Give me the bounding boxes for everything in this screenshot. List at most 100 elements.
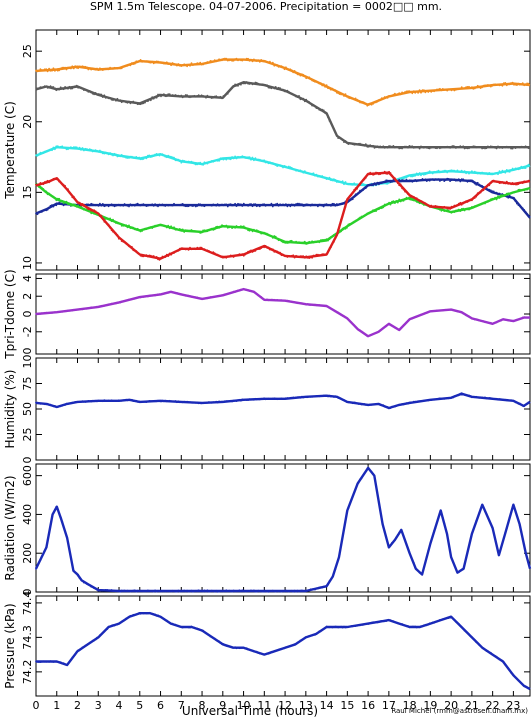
data-point [129, 245, 132, 248]
data-point [424, 178, 427, 181]
data-point [61, 145, 64, 148]
data-point [404, 177, 406, 179]
data-point [133, 589, 136, 592]
data-point [152, 613, 155, 615]
data-point [68, 147, 71, 150]
data-point [415, 180, 418, 183]
data-point [208, 161, 210, 163]
data-point [142, 401, 145, 403]
data-point [362, 182, 364, 185]
data-point [463, 147, 466, 150]
data-point [504, 182, 507, 185]
data-point [511, 81, 514, 84]
data-point [379, 173, 382, 176]
data-point [56, 311, 59, 313]
data-point [488, 146, 491, 149]
data-point [344, 181, 347, 183]
data-point [75, 572, 78, 575]
data-point [109, 227, 111, 229]
data-point [328, 626, 331, 629]
data-point [513, 191, 515, 194]
data-point [465, 86, 467, 88]
data-point [38, 153, 40, 156]
data-point [263, 60, 265, 63]
data-point [527, 687, 530, 690]
data-point [325, 253, 328, 256]
data-point [190, 401, 193, 404]
data-point [447, 170, 450, 172]
data-point [489, 145, 492, 148]
data-point [142, 255, 145, 258]
data-point [417, 199, 419, 201]
data-point [229, 59, 232, 61]
data-point [398, 184, 401, 187]
data-point [138, 229, 141, 231]
data-point [308, 204, 311, 207]
data-point [167, 255, 170, 257]
data-point [482, 147, 485, 150]
data-point [99, 634, 101, 637]
data-point [350, 401, 353, 404]
data-point [238, 647, 241, 650]
data-point [180, 228, 183, 231]
data-point [138, 400, 141, 403]
data-point [126, 64, 129, 67]
data-point [484, 172, 486, 175]
data-point [219, 59, 222, 62]
data-point [302, 241, 305, 244]
data-point [176, 228, 178, 231]
data-point [404, 624, 406, 627]
data-point [186, 400, 189, 403]
data-point [465, 314, 467, 317]
data-point [311, 172, 313, 175]
data-point [213, 204, 216, 206]
data-point [309, 204, 312, 207]
data-point [367, 467, 370, 470]
data-point [158, 615, 161, 618]
data-point [466, 394, 469, 397]
data-point [424, 91, 427, 94]
data-point [87, 209, 90, 212]
data-point [43, 208, 46, 211]
data-point [508, 182, 511, 185]
data-point [498, 552, 501, 555]
data-point [505, 169, 508, 171]
data-point [306, 172, 309, 174]
data-point [439, 206, 441, 209]
data-point [404, 323, 406, 326]
data-point [436, 147, 438, 150]
data-point [330, 578, 332, 581]
data-point [168, 155, 171, 158]
data-point [298, 302, 300, 304]
data-point [354, 326, 357, 329]
data-point [337, 626, 340, 629]
data-point [482, 397, 485, 399]
series-2 [35, 145, 531, 188]
x-tick-label: 8 [199, 699, 206, 712]
data-point [439, 171, 441, 174]
data-point [193, 162, 196, 165]
data-point [293, 589, 296, 592]
data-point [206, 204, 209, 207]
data-point [224, 158, 226, 160]
data-point [309, 241, 312, 244]
data-point [170, 64, 173, 67]
data-point [131, 62, 133, 64]
data-point [425, 146, 428, 149]
data-point [441, 397, 444, 400]
data-point [417, 179, 419, 182]
data-point [142, 60, 145, 63]
data-point [347, 507, 350, 510]
data-point [333, 89, 335, 91]
data-point [341, 315, 344, 317]
data-point [375, 171, 377, 174]
data-point [296, 589, 299, 592]
data-point [174, 63, 177, 66]
data-point [228, 90, 231, 93]
data-point [449, 211, 451, 213]
data-point [206, 61, 209, 63]
data-point [39, 86, 42, 88]
data-point [495, 321, 498, 324]
data-point [411, 175, 414, 178]
data-point [174, 204, 177, 207]
